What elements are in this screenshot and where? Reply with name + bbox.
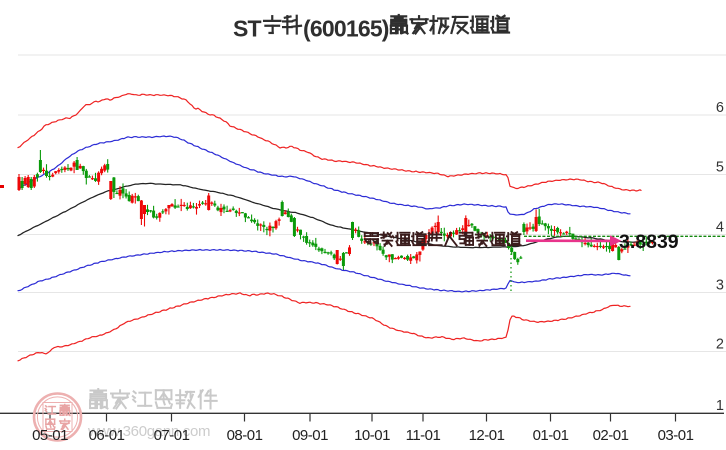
svg-text:3: 3: [716, 277, 724, 293]
svg-text:6: 6: [716, 100, 724, 116]
svg-text:03-01: 03-01: [658, 427, 694, 444]
svg-text:www.360gann.com: www.360gann.com: [87, 423, 210, 440]
svg-text:1: 1: [716, 398, 724, 414]
svg-text:11-01: 11-01: [406, 427, 441, 444]
svg-text:09-01: 09-01: [292, 427, 328, 444]
svg-text:ST: ST: [233, 16, 262, 42]
svg-text:2: 2: [716, 336, 724, 352]
svg-text:01-01: 01-01: [533, 427, 569, 444]
svg-text:4: 4: [716, 219, 724, 235]
svg-text:3.8839: 3.8839: [619, 231, 679, 253]
svg-text:05-01: 05-01: [32, 427, 68, 444]
svg-text:06-01: 06-01: [89, 427, 125, 444]
svg-text:12-01: 12-01: [469, 427, 505, 444]
svg-text:(600165): (600165): [303, 16, 389, 42]
svg-text:02-01: 02-01: [593, 427, 629, 444]
svg-text:10-01: 10-01: [354, 427, 390, 444]
svg-text:07-01: 07-01: [154, 427, 190, 444]
svg-text:08-01: 08-01: [227, 427, 263, 444]
svg-text:5: 5: [716, 159, 724, 175]
